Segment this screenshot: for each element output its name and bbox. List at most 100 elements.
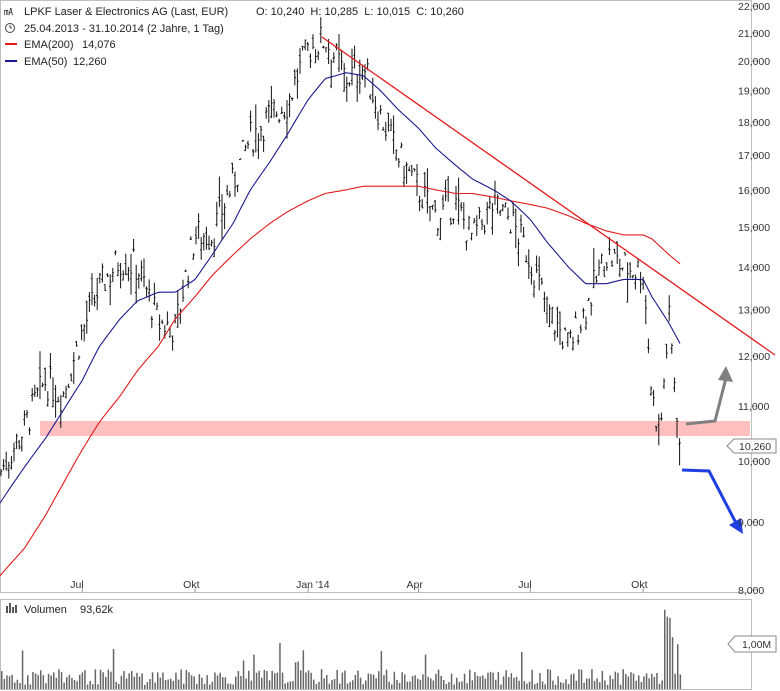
volume-bar: [341, 672, 344, 689]
volume-bar: [427, 676, 429, 689]
price-bar: [597, 259, 601, 276]
price-bar: [80, 324, 83, 341]
price-bar: [587, 298, 590, 301]
volume-bar: [586, 678, 588, 689]
volume-bar: [523, 681, 526, 689]
price-bar: [475, 215, 478, 236]
volume-bar: [609, 675, 611, 689]
price-bar: [670, 343, 673, 354]
price-bar: [400, 142, 403, 149]
volume-bar: [664, 609, 666, 689]
volume-bar: [534, 684, 536, 689]
x-tick-label: Jul: [70, 579, 83, 591]
volume-bar: [294, 662, 297, 689]
price-bar: [543, 291, 546, 313]
volume-bar: [201, 677, 203, 689]
volume-bar: [263, 669, 266, 689]
price-bar: [504, 202, 507, 208]
price-bar: [306, 41, 309, 51]
price-bar: [535, 255, 538, 273]
price-bar: [340, 49, 343, 70]
price-bar: [257, 133, 260, 159]
price-bar: [267, 100, 270, 123]
volume-bar: [196, 684, 198, 689]
volume-bar: [193, 676, 195, 689]
price-bar: [595, 275, 598, 283]
price-bar: [405, 161, 408, 184]
volume-bar: [297, 661, 299, 689]
volume-bar: [27, 675, 29, 689]
price-bar: [452, 218, 455, 225]
price-bar: [574, 311, 577, 319]
price-bar: [207, 235, 211, 250]
volume-bar: [388, 681, 390, 689]
price-bar: [210, 239, 213, 247]
volume-bar: [430, 678, 432, 689]
price-bar: [439, 218, 442, 241]
price-bar: [345, 76, 348, 102]
volume-bar: [50, 675, 52, 689]
volume-bar: [19, 683, 21, 689]
volume-bar: [453, 684, 455, 689]
volume-bar: [255, 672, 258, 689]
price-bar: [402, 165, 406, 187]
volume-bar: [544, 684, 546, 689]
price-bar: [25, 409, 29, 419]
price-bar: [244, 144, 247, 152]
price-bar: [171, 335, 174, 351]
volume-bar: [401, 672, 403, 689]
volume-bar: [398, 682, 401, 689]
volume-bar: [320, 669, 323, 689]
volume-bar: [575, 680, 578, 689]
volume-bar: [671, 637, 674, 689]
volume-bar: [435, 673, 437, 689]
volume-bar: [378, 671, 380, 689]
price-bar: [488, 195, 491, 210]
ema50-line: [0, 72, 681, 504]
volume-bar: [658, 683, 661, 689]
price-bar: [119, 263, 122, 289]
price-bar: [332, 52, 335, 63]
volume-bar: [385, 669, 388, 689]
price-bar: [644, 295, 647, 325]
arrow-up-icon: [685, 366, 733, 426]
price-bar: [233, 171, 237, 197]
volume-bar: [60, 672, 63, 689]
volume-bar: [162, 672, 164, 689]
price-bar: [389, 118, 393, 131]
price-bar: [41, 382, 44, 388]
volume-bar: [635, 680, 637, 689]
price-bar: [319, 17, 322, 44]
price-bar: [642, 276, 645, 290]
volume-bar: [157, 672, 159, 689]
support-band: [40, 421, 750, 436]
price-bar: [293, 69, 296, 86]
price-bar: [493, 180, 497, 205]
volume-bar: [625, 673, 627, 689]
volume-bar: [55, 677, 58, 689]
volume-bar: [651, 673, 653, 689]
ohlc-values: O: 10,240 H: 10,285 L: 10,015 C: 10,260: [256, 6, 464, 18]
price-bar: [514, 208, 517, 249]
price-bar: [506, 207, 510, 220]
price-bar: [77, 355, 81, 360]
price-bar: [558, 311, 562, 346]
price-bar: [59, 394, 62, 428]
volume-bar: [318, 681, 320, 689]
price-bar: [54, 384, 57, 418]
volume-bar: [643, 676, 645, 689]
volume-bar: [24, 684, 26, 689]
price-bar: [382, 126, 385, 131]
date-range: 25.04.2013 - 31.10.2014 (2 Jahre, 1 Tag): [24, 23, 224, 35]
volume-bar: [73, 680, 76, 689]
ema200-legend-label: EMA(200): [24, 39, 74, 51]
volume-label: Volumen: [24, 604, 67, 616]
volume-bar: [482, 675, 484, 689]
price-bar: [64, 385, 68, 399]
volume-bar: [354, 674, 357, 689]
volume-bar: [513, 677, 515, 689]
price-bar: [213, 238, 216, 258]
price-bar: [610, 260, 614, 267]
price-bar: [517, 238, 520, 267]
price-bar: [330, 59, 333, 89]
